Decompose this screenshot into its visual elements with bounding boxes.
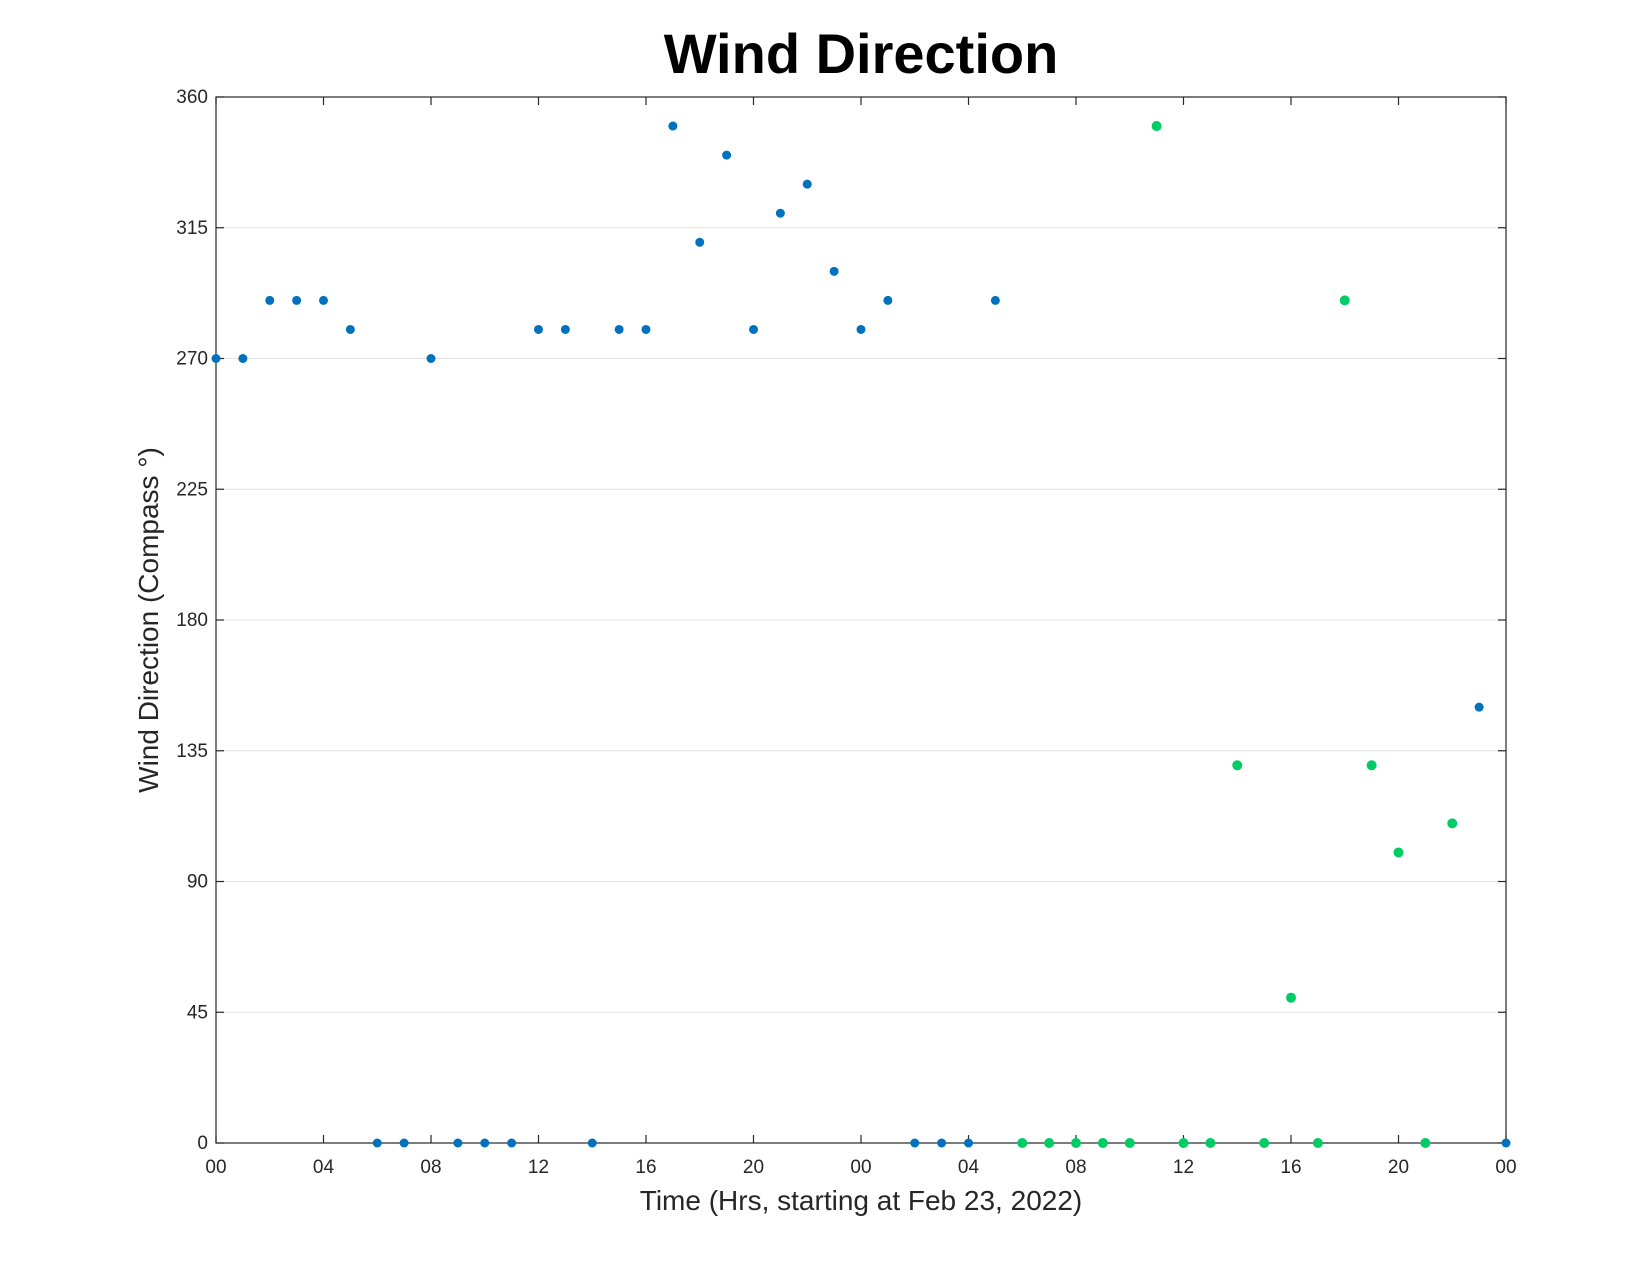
data-point	[1044, 1138, 1055, 1148]
data-point	[775, 208, 785, 218]
data-point	[1178, 1138, 1189, 1148]
x-tick-label: 04	[313, 1157, 335, 1178]
chart-title: Wind Direction	[664, 22, 1059, 85]
data-point	[910, 1138, 920, 1148]
data-point	[883, 295, 893, 305]
y-tick-label: 315	[176, 218, 208, 239]
y-tick-label: 135	[176, 741, 208, 762]
y-tick-label: 270	[176, 349, 208, 370]
data-point	[1420, 1138, 1431, 1148]
data-point	[1366, 760, 1377, 771]
y-tick-label: 180	[176, 610, 208, 631]
data-point	[1205, 1138, 1216, 1148]
x-axis-label: Time (Hrs, starting at Feb 23, 2022)	[640, 1185, 1082, 1216]
data-point	[480, 1138, 490, 1148]
y-tick-label: 360	[176, 87, 208, 108]
x-tick-label: 08	[420, 1157, 441, 1178]
data-point	[560, 324, 570, 334]
x-tick-label: 12	[528, 1157, 549, 1178]
data-point	[937, 1138, 947, 1148]
data-point	[1339, 295, 1350, 306]
y-tick-label: 225	[176, 479, 208, 500]
data-point	[211, 354, 221, 363]
data-point	[1447, 818, 1458, 829]
data-point	[1474, 702, 1484, 712]
data-point	[534, 324, 543, 334]
data-point	[345, 324, 355, 334]
data-point	[802, 179, 812, 189]
y-tick-label: 90	[187, 872, 208, 893]
x-tick-label: 20	[743, 1157, 764, 1178]
grid-lines	[216, 96, 1506, 1144]
data-point	[1501, 1138, 1511, 1148]
data-point	[641, 324, 651, 334]
x-tick-label: 08	[1065, 1157, 1086, 1178]
data-point	[399, 1138, 409, 1148]
data-points	[211, 121, 1511, 1148]
data-point	[507, 1138, 517, 1148]
data-point	[1286, 992, 1296, 1003]
data-point	[695, 237, 705, 247]
data-point	[453, 1138, 463, 1148]
data-point	[668, 121, 678, 131]
data-point	[1232, 760, 1243, 771]
data-point	[426, 354, 436, 363]
data-point	[990, 295, 1000, 305]
x-tick-label: 04	[958, 1157, 980, 1178]
x-tick-label: 12	[1173, 1157, 1194, 1178]
data-point	[372, 1138, 382, 1148]
data-point	[1393, 847, 1404, 858]
data-point	[829, 266, 839, 276]
data-point	[722, 150, 732, 160]
data-point	[238, 354, 248, 363]
y-tick-label: 0	[197, 1133, 208, 1154]
data-point	[1259, 1138, 1270, 1148]
y-tick-label: 45	[187, 1002, 208, 1023]
data-point	[614, 324, 624, 334]
data-point	[1017, 1138, 1028, 1148]
x-tick-label: 00	[1495, 1157, 1516, 1178]
data-point	[319, 295, 328, 305]
axis-ticks: 0 45 90 135 180 225 270 315 360 00 04 08 12 16 20 00 04 0…	[176, 87, 1516, 1178]
y-axis-label: Wind Direction (Compass °)	[133, 447, 164, 793]
data-point	[1151, 121, 1162, 132]
data-point	[749, 324, 758, 334]
data-point	[292, 295, 302, 305]
data-point	[1124, 1138, 1135, 1148]
data-point	[265, 295, 275, 305]
data-point	[856, 324, 866, 334]
x-tick-label: 16	[635, 1157, 656, 1178]
data-point	[1097, 1138, 1108, 1148]
data-point	[1071, 1138, 1081, 1148]
x-tick-label: 16	[1280, 1157, 1301, 1178]
x-tick-label: 20	[1388, 1157, 1409, 1178]
x-tick-label: 00	[850, 1157, 871, 1178]
data-point	[964, 1138, 973, 1148]
x-tick-label: 00	[205, 1157, 226, 1178]
data-point	[587, 1138, 597, 1148]
data-point	[1312, 1138, 1323, 1148]
